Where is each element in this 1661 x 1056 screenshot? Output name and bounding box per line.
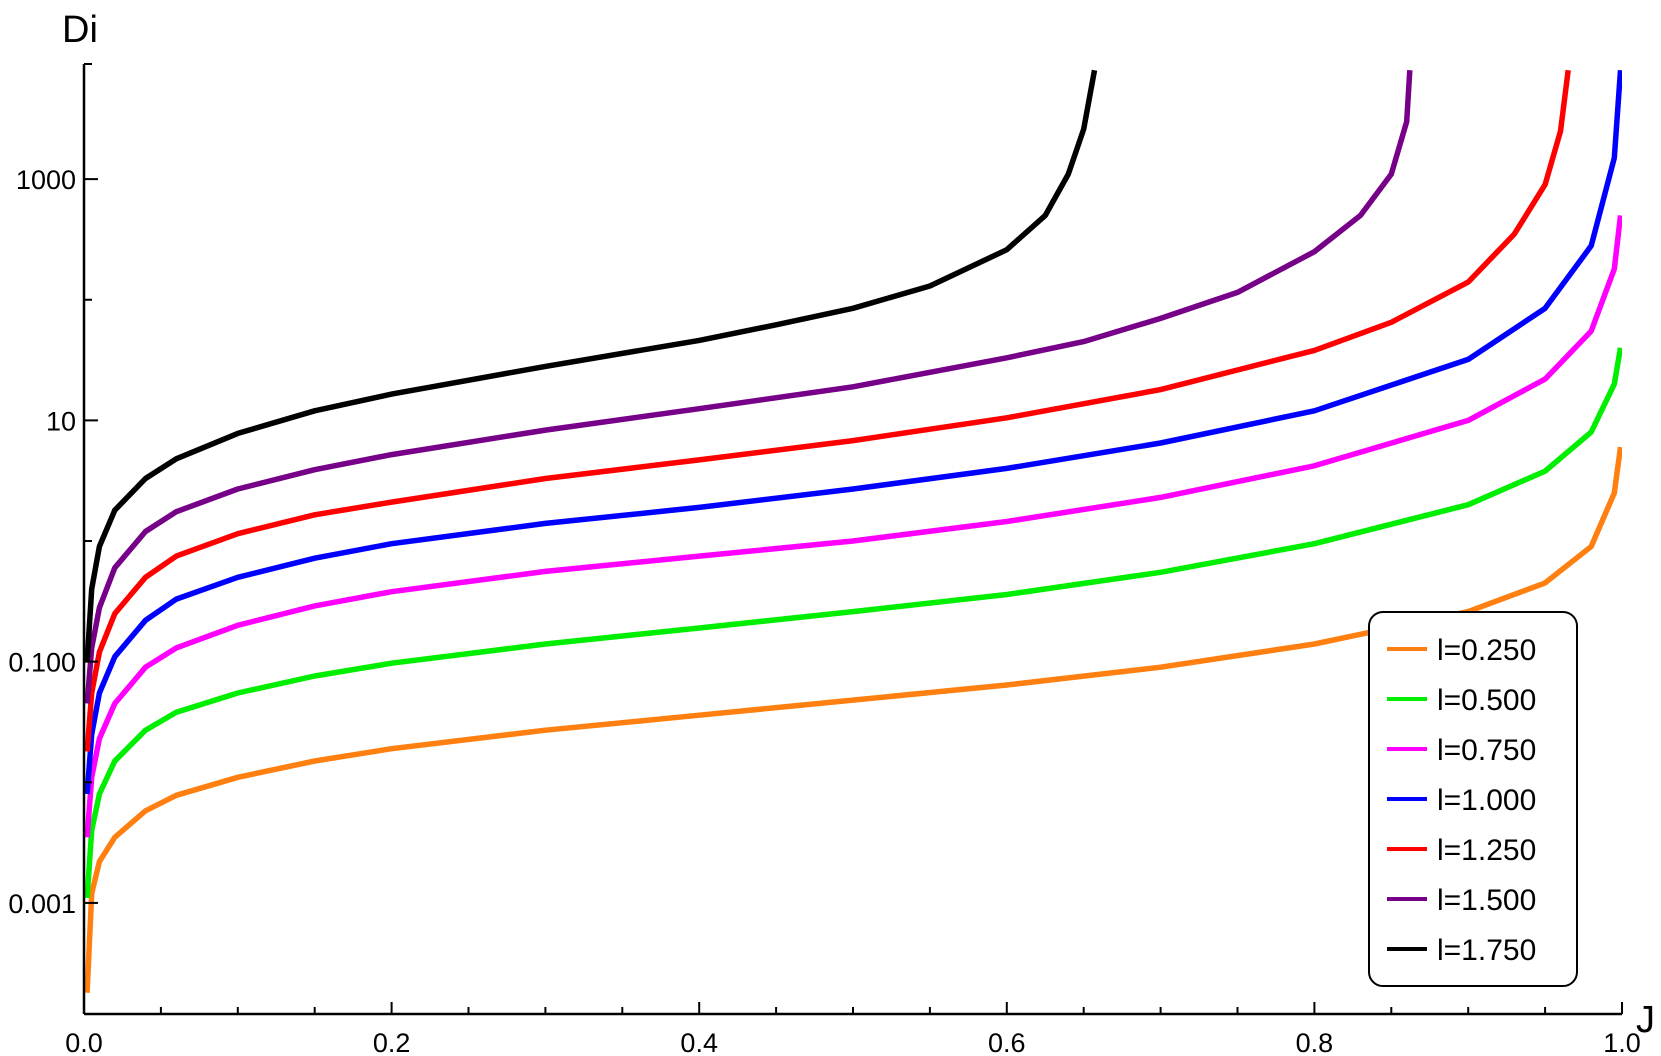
y-tick-label: 0.001 (8, 889, 76, 919)
series-line (84, 347, 1622, 899)
x-ticks: 0.0 0.2 0.4 0.6 0.8 1.0 (65, 1002, 1641, 1056)
x-tick-label: 0.8 (1296, 1028, 1334, 1056)
legend-label: l=1.750 (1437, 934, 1536, 967)
y-axis-title: Di (62, 9, 98, 51)
legend-label: l=0.500 (1437, 684, 1536, 717)
series-line (84, 69, 1571, 752)
series-line (84, 446, 1622, 993)
y-tick-label: 0.100 (8, 648, 76, 678)
series-line (84, 70, 1413, 704)
legend: l=0.250 l=0.500 l=0.750 l=1.000 l=1.250 l=1.5… (1368, 611, 1578, 987)
y-tick-label: 10 (46, 406, 76, 436)
legend-label: l=0.750 (1437, 734, 1536, 767)
y-tick-label: 1000 (16, 165, 76, 195)
series-line (84, 215, 1622, 838)
x-tick-label: 0.2 (373, 1028, 411, 1056)
legend-label: l=1.000 (1437, 784, 1536, 817)
y-ticks: 0.001 0.100 10 1000 (8, 165, 98, 919)
x-tick-label: 1.0 (1603, 1028, 1641, 1056)
legend-label: l=1.250 (1437, 834, 1536, 867)
legend-label: l=1.500 (1437, 884, 1536, 917)
legend-label: l=0.250 (1437, 634, 1536, 667)
series-line (84, 70, 1622, 795)
series-line (84, 69, 1098, 662)
x-axis-title: J (1636, 999, 1655, 1041)
x-tick-label: 0.4 (680, 1028, 718, 1056)
x-tick-label: 0.0 (65, 1028, 103, 1056)
series-curves (84, 69, 1622, 993)
legend-box (1368, 611, 1578, 987)
x-tick-label: 0.6 (988, 1028, 1026, 1056)
